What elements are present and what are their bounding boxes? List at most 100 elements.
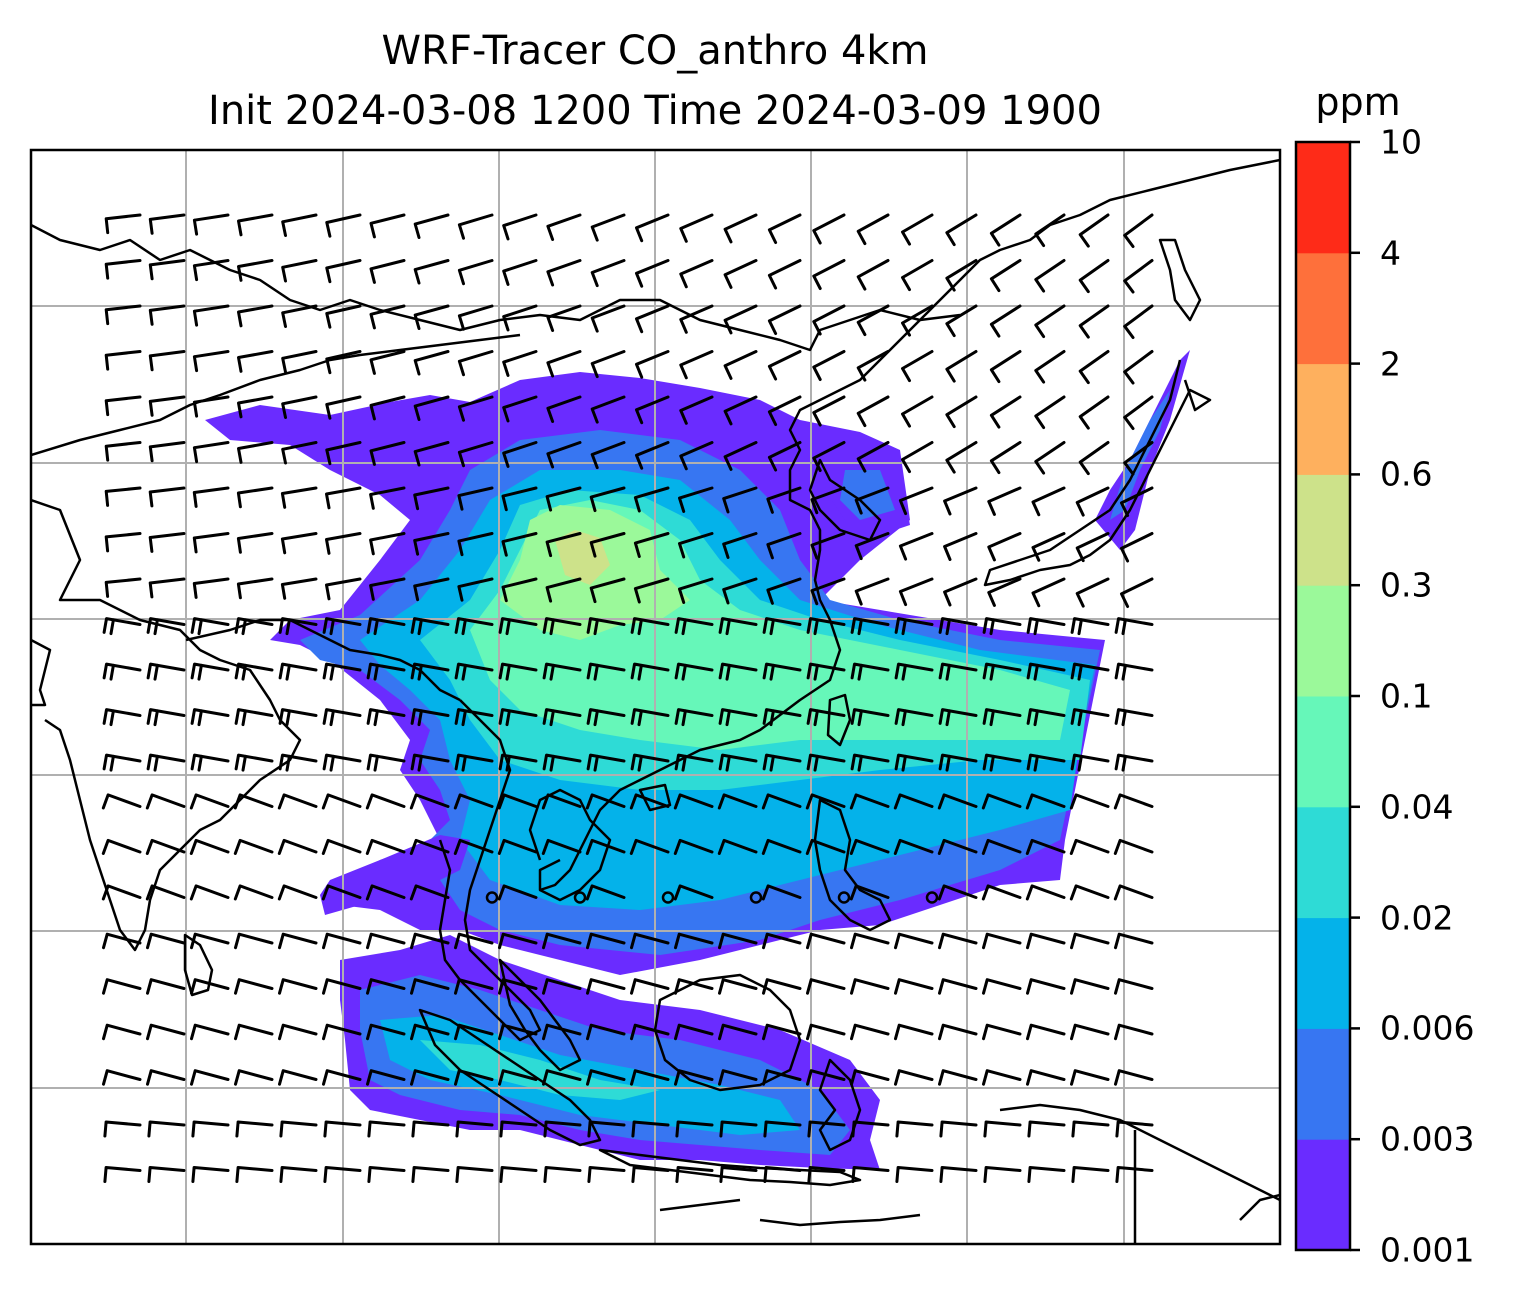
wind-barb [635, 304, 670, 334]
wind-barb [322, 1023, 362, 1041]
wind-barb [280, 532, 318, 555]
wind-barb [410, 662, 450, 681]
wind-barb [629, 793, 670, 810]
wind-barb [501, 486, 538, 512]
wind-barb [1070, 708, 1110, 727]
wind-barb [1078, 259, 1110, 294]
wind-barb [850, 932, 890, 950]
wind-barb [679, 304, 714, 334]
wind-barb [237, 395, 274, 419]
wind-barb [718, 617, 758, 636]
wind-barb [812, 213, 846, 245]
wind-barb [989, 304, 1022, 338]
wind-barb [145, 793, 186, 810]
wind-barb [542, 617, 582, 636]
colorbar-segment [1296, 1028, 1350, 1140]
wind-barb [1026, 617, 1066, 636]
wind-barb [409, 838, 450, 855]
wind-barb [679, 441, 714, 471]
wind-barb [761, 793, 802, 810]
wind-barb [367, 1166, 406, 1183]
taiwan-coast [826, 693, 852, 747]
wind-barb [763, 1166, 802, 1183]
wind-barb [146, 753, 186, 772]
wind-barb [237, 441, 274, 464]
wind-barb [590, 259, 626, 288]
wind-barb [234, 662, 274, 681]
wind-barb [365, 884, 406, 901]
wind-barb [938, 1023, 978, 1041]
wind-barb [586, 753, 626, 772]
wind-barb [546, 213, 582, 241]
wind-barb [805, 793, 846, 810]
wind-barb [806, 708, 846, 727]
wind-barb [413, 577, 450, 602]
wind-barb [146, 1023, 186, 1041]
wind-barb [234, 708, 274, 727]
wind-barb [766, 486, 802, 514]
wind-barb [234, 1069, 274, 1086]
colorbar-tick-label: 10 [1380, 122, 1422, 162]
wind-barb [1071, 1120, 1110, 1138]
wind-barb [1026, 978, 1066, 995]
wind-barb [410, 708, 450, 727]
wind-barb [366, 1023, 406, 1041]
wind-barb [189, 793, 230, 810]
wind-barb [1120, 486, 1154, 517]
wind-barb [545, 577, 582, 603]
wind-barb [322, 932, 362, 950]
border-himalaya [31, 333, 521, 702]
philippines-coast [813, 798, 892, 932]
wind-barb [856, 259, 890, 291]
wind-barb [104, 350, 142, 371]
wind-barb [894, 1069, 934, 1086]
wind-barb [148, 395, 186, 417]
plot-title-line1: WRF-Tracer CO_anthro 4km [381, 28, 929, 74]
wind-barb [281, 395, 318, 419]
wind-barb [502, 395, 538, 423]
wind-barb [190, 708, 230, 727]
wind-barb [146, 1069, 186, 1086]
wind-barb [145, 838, 186, 855]
wind-barb [322, 978, 362, 995]
wind-barb [102, 978, 142, 995]
wind-barb [766, 532, 802, 560]
wind-barb [945, 441, 978, 474]
wind-barb [982, 932, 1022, 950]
wind-barb [455, 1120, 494, 1138]
wind-barb [718, 753, 758, 772]
sakhalin-coast [1158, 238, 1202, 322]
wind-barb [893, 838, 934, 855]
wind-barb [410, 617, 450, 636]
wind-barb [325, 395, 362, 420]
wind-barb [982, 1023, 1022, 1041]
wind-barb [982, 708, 1022, 727]
wind-barb [630, 708, 670, 727]
wind-barb [189, 838, 230, 855]
wind-barb [675, 1120, 714, 1138]
wind-barb [191, 1120, 230, 1138]
wind-barb [630, 1069, 670, 1086]
wind-barb [673, 838, 714, 855]
wind-barb [723, 441, 758, 471]
wind-barb [146, 662, 186, 681]
colorbar-tick-label: 0.3 [1380, 565, 1433, 605]
wind-barb [854, 532, 890, 561]
wind-barb [325, 532, 362, 555]
wind-barb [410, 1023, 450, 1041]
wind-barb [806, 1023, 846, 1041]
colorbar-segment [1296, 917, 1350, 1029]
wind-barb [722, 486, 758, 514]
wind-barb [322, 708, 362, 727]
wind-barb [674, 753, 714, 772]
wind-barb [1120, 577, 1154, 608]
wind-barb [854, 577, 890, 606]
wind-barb [102, 932, 142, 950]
wind-barb [939, 1166, 978, 1183]
wind-barb [457, 441, 494, 468]
wind-barb [192, 259, 230, 282]
wind-barb [236, 486, 274, 509]
wind-barb [1071, 1166, 1110, 1183]
wind-barb [1123, 441, 1154, 476]
wind-barb [454, 978, 494, 995]
